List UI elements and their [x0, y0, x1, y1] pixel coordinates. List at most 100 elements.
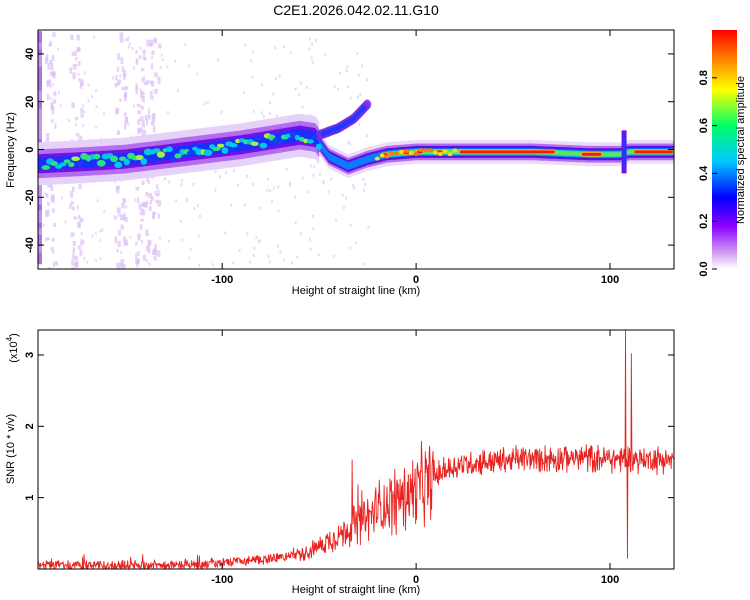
- snr-line: [38, 330, 674, 569]
- spectrogram-noise-mark: [127, 122, 130, 126]
- spectrogram-noise-mark: [330, 177, 333, 181]
- colorbar: 0.0 0.2 0.4 0.6 0.8 Normalized spectral ampl…: [698, 30, 747, 277]
- spectrogram-noise-mark: [47, 201, 50, 206]
- spectrogram-noise-mark: [359, 93, 362, 97]
- spectrogram-noise-mark: [96, 199, 99, 203]
- spectrogram-noise-mark: [69, 191, 74, 198]
- spectrogram-branch-mark: [361, 105, 366, 112]
- spectrogram-noise-mark: [42, 223, 45, 227]
- spectrogram-noise-mark: [311, 42, 314, 46]
- spectrogram-noise-mark: [140, 127, 143, 133]
- spectrogram-ridge-blob: [315, 143, 322, 151]
- spectrogram-noise-mark: [116, 130, 121, 135]
- snr-y-tick-label: 3: [24, 352, 36, 358]
- spectrogram-branch-mark: [355, 111, 360, 118]
- spectrogram-noise-mark: [46, 237, 51, 241]
- spectrogram-noise-mark: [50, 186, 54, 192]
- spectrogram-noise-mark: [351, 184, 354, 188]
- spectrogram-noise-mark: [77, 72, 80, 76]
- spectrogram-edge-mark: [38, 216, 42, 223]
- spectrogram-x-tick-label: 0: [413, 274, 419, 286]
- spectrogram-noise-mark: [230, 203, 233, 207]
- spectrogram-noise-mark: [142, 129, 147, 136]
- spectrogram-noise-mark: [274, 46, 277, 50]
- spectrogram-noise-mark: [99, 256, 102, 260]
- spectrogram-noise-mark: [158, 236, 161, 240]
- spectrogram-noise-mark: [260, 83, 263, 87]
- spectrogram-noise-mark: [44, 237, 48, 242]
- spectrogram-ridge-blob: [442, 149, 448, 154]
- spectrogram-noise-mark: [103, 112, 106, 116]
- spectrogram-noise-mark: [136, 260, 139, 268]
- spectrogram-noise-mark: [116, 248, 119, 253]
- spectrogram-noise-mark: [51, 55, 55, 62]
- spectrogram-ridge-blob: [96, 159, 106, 167]
- snr-scale-exponent: 4: [5, 336, 14, 341]
- spectrogram-noise-mark: [123, 94, 127, 102]
- spectrogram-edge-mark: [38, 73, 42, 79]
- spectrogram-noise-mark: [345, 69, 348, 73]
- spectrogram-noise-mark: [147, 247, 151, 254]
- spectrogram-ridge-blob: [399, 149, 405, 154]
- spectrogram-edge-mark: [38, 240, 42, 247]
- spectrogram-noise-mark: [266, 177, 269, 181]
- spectrogram-noise-mark: [152, 215, 155, 220]
- spectrogram-noise-mark: [87, 83, 90, 87]
- spectrogram-noise-mark: [72, 72, 76, 80]
- spectrogram-noise-mark: [135, 253, 138, 259]
- spectrogram-noise-mark: [364, 182, 367, 186]
- spectrogram-ridge-blob: [203, 149, 213, 157]
- spectrogram-noise-mark: [47, 267, 52, 269]
- spectrogram-noise-mark: [298, 93, 301, 97]
- spectrogram-noise-mark: [120, 224, 124, 230]
- spectrogram-noise-mark: [289, 51, 292, 55]
- spectrogram-noise-mark: [275, 76, 278, 80]
- spectrogram-noise-mark: [121, 66, 124, 72]
- spectrogram-noise-mark: [145, 200, 149, 205]
- snr-marks: [38, 330, 674, 569]
- spectrogram-noise-mark: [154, 243, 157, 249]
- spectrogram-noise-mark: [348, 142, 351, 146]
- spectrogram-y-tick-label: -20: [24, 189, 36, 205]
- spectrogram-noise-mark: [146, 259, 149, 263]
- spectrogram-ridge-blob: [289, 131, 297, 138]
- spectrogram-noise-mark: [74, 123, 77, 127]
- spectrogram-noise-mark: [45, 54, 49, 62]
- spectrogram-ridge-blob: [310, 134, 319, 140]
- spectrogram-noise-mark: [119, 214, 123, 221]
- spectrogram-edge-mark: [38, 84, 42, 91]
- spectrogram-noise-mark: [358, 122, 361, 126]
- spectrogram-flare: [622, 137, 626, 167]
- spectrogram-noise-mark: [75, 56, 78, 61]
- spectrogram-noise-mark: [152, 211, 155, 219]
- spectrogram-edge-mark: [38, 120, 42, 127]
- spectrogram-noise-mark: [197, 204, 200, 208]
- spectrogram-edge-mark: [38, 78, 42, 85]
- spectrogram-noise-mark: [312, 164, 315, 168]
- spectrogram-noise-mark: [78, 216, 81, 220]
- spectrogram-noise-mark: [150, 81, 155, 87]
- spectrogram-noise-mark: [59, 104, 62, 108]
- spectrogram-noise-mark: [127, 35, 130, 39]
- spectrogram-edge-mark: [38, 49, 42, 56]
- spectrogram-noise-mark: [68, 118, 71, 122]
- spectrogram-noise-mark: [279, 250, 282, 254]
- spectrogram-noise-mark: [136, 103, 141, 108]
- spectrogram-noise-mark: [140, 90, 144, 94]
- spectrogram-noise-mark: [117, 240, 121, 248]
- spectrogram-noise-mark: [52, 99, 57, 104]
- spectrogram-noise-mark: [123, 235, 126, 239]
- spectrogram-noise-mark: [150, 121, 155, 126]
- colorbar-tick-label: 0.8: [698, 70, 710, 85]
- spectrogram-edge-mark: [38, 252, 42, 259]
- spectrogram-noise-mark: [141, 76, 146, 82]
- spectrogram-ridge-blob: [394, 151, 400, 156]
- spectrogram-noise-mark: [72, 252, 75, 260]
- spectrogram-ridge-blob: [76, 161, 83, 167]
- spectrogram-noise-mark: [71, 258, 74, 266]
- spectrogram-noise-mark: [119, 267, 124, 269]
- spectrogram-noise-mark: [120, 262, 123, 268]
- spectrogram-noise-mark: [310, 56, 313, 60]
- spectrogram-noise-mark: [338, 71, 341, 75]
